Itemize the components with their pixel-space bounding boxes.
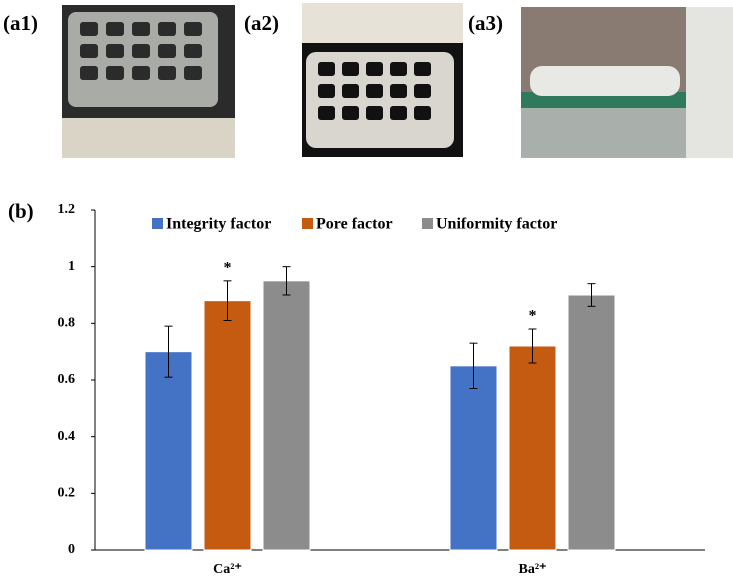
- bar: [449, 365, 498, 551]
- y-tick-label: 0.4: [58, 429, 76, 444]
- photo-a3: [521, 7, 733, 158]
- y-tick-label: 1.2: [58, 202, 76, 217]
- legend-swatch: [152, 218, 163, 229]
- legend-label: Integrity factor: [166, 216, 271, 233]
- significance-marker: *: [224, 260, 232, 277]
- photo-a1: [62, 5, 235, 158]
- legend-label: Pore factor: [316, 216, 393, 233]
- bar: [508, 345, 557, 551]
- panel-label: (a1): [3, 11, 38, 35]
- panel-label: (a3): [468, 11, 503, 35]
- x-tick-label: Ba²⁺: [519, 562, 547, 577]
- panel-label: (a2): [244, 11, 279, 35]
- x-tick-label: Ca²⁺: [213, 562, 242, 577]
- significance-marker: *: [529, 308, 537, 325]
- legend-label: Uniformity factor: [436, 216, 557, 233]
- bar: [203, 300, 252, 551]
- y-tick-label: 1: [68, 259, 75, 274]
- bar: [567, 294, 616, 551]
- y-tick-label: 0.8: [58, 316, 76, 331]
- bar: [262, 280, 311, 551]
- legend-swatch: [302, 218, 313, 229]
- y-tick-label: 0: [68, 542, 75, 557]
- y-tick-label: 0.2: [58, 486, 76, 501]
- bar: [144, 351, 193, 551]
- panel-label: (b): [8, 199, 34, 223]
- y-tick-label: 0.6: [58, 372, 76, 387]
- photo-a2: [302, 3, 463, 157]
- legend-swatch: [422, 218, 433, 229]
